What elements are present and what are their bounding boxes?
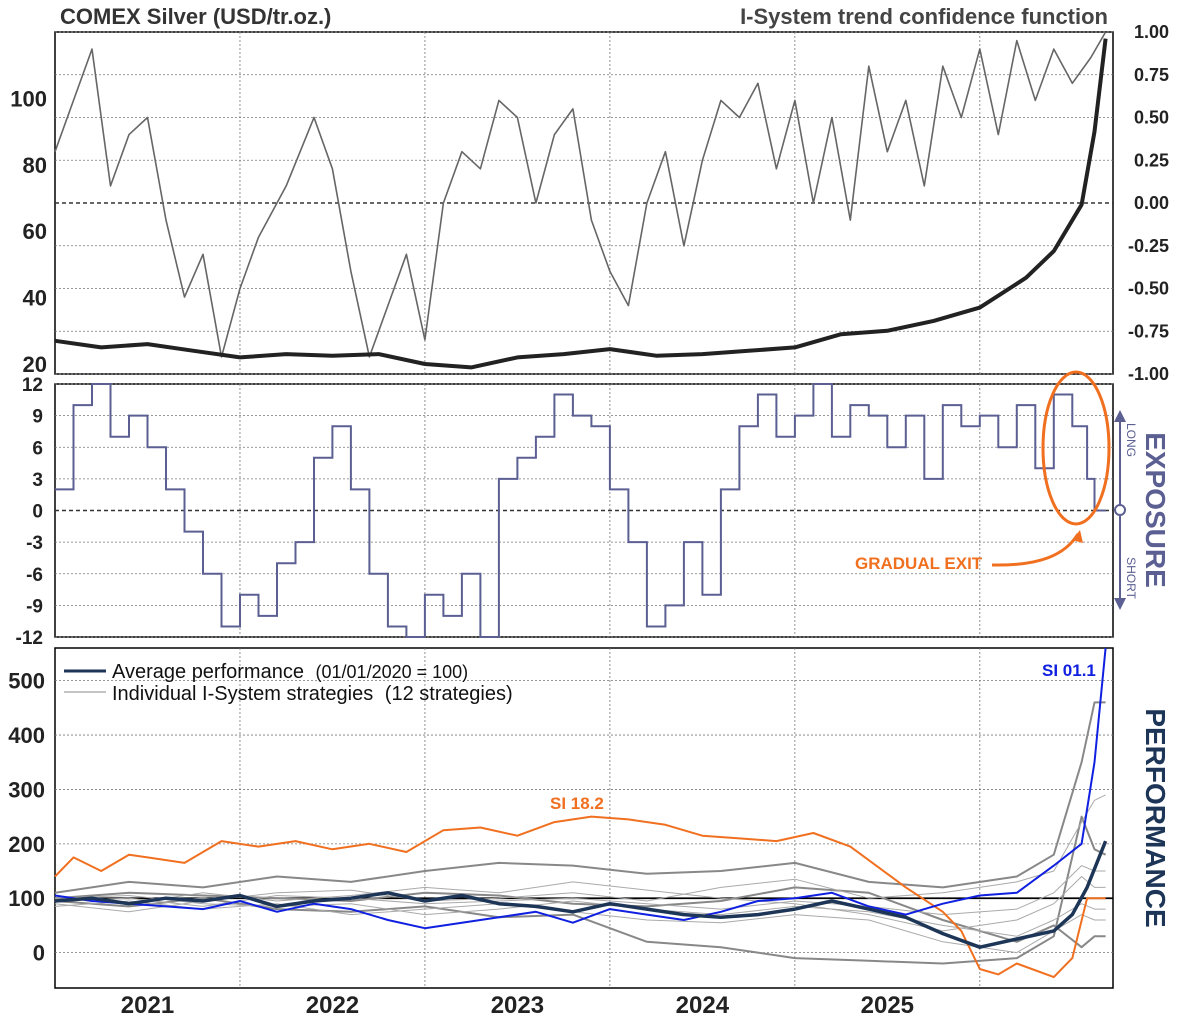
silver-left-axis: 20 40 60 80 100 (10, 86, 47, 377)
series-si-01-1 (54, 647, 1107, 930)
exposure-tick-9: -9 (26, 596, 43, 617)
silver-right-axis: 1.00 0.75 0.50 0.25 0.00 -0.25 -0.50 -0.75 -1.00 (1128, 22, 1169, 384)
performance-tick-0: 0 (33, 941, 45, 966)
performance-tick-300: 300 (8, 777, 45, 802)
series-exposure (55, 383, 1106, 638)
legend-individual-title: Individual I-System strategies (112, 683, 373, 705)
silver-right-tick-0-50: 0.50 (1134, 108, 1169, 128)
silver-right-tick-0-00: 0.00 (1134, 193, 1169, 213)
long-label: LONG (1124, 423, 1138, 457)
exposure-tick-12: -12 (16, 628, 43, 649)
gradual-exit-ellipse (1041, 370, 1111, 526)
silver-left-tick-40: 40 (23, 286, 47, 311)
performance-axis: 500 400 300 200 100 0 (8, 669, 45, 966)
gradual-exit-label: GRADUAL EXIT (855, 554, 983, 573)
si-18-2-label: SI 18.2 (550, 794, 604, 813)
year-tick-2022: 2022 (306, 992, 359, 1019)
silver-left-tick-20: 20 (23, 352, 47, 377)
series-average-performance (54, 840, 1108, 949)
long-arrowhead (1114, 410, 1126, 422)
year-tick-2021: 2021 (121, 992, 174, 1019)
series-individual-strategy-a (54, 701, 1106, 894)
silver-left-tick-60: 60 (23, 219, 47, 244)
exposure-series-group (55, 383, 1106, 638)
performance-tick-400: 400 (8, 723, 45, 748)
si-01-1-label: SI 01.1 (1042, 661, 1096, 680)
year-tick-2025: 2025 (861, 992, 914, 1019)
series-si-18-2 (54, 815, 1106, 979)
silver-right-tick-0-75: -0.75 (1128, 321, 1169, 341)
legend-individual-suffix: (12 strategies) (385, 683, 513, 705)
exposure-tick-3: -3 (26, 533, 43, 554)
exposure-tick-6: 6 (32, 438, 43, 459)
legend-average-title: Average performance (112, 661, 304, 683)
short-arrowhead (1114, 598, 1126, 610)
legend-average-suffix: (01/01/2020 = 100) (316, 662, 469, 682)
trend-confidence-title: I-System trend confidence function (740, 4, 1108, 29)
silver-title: COMEX Silver (USD/tr.oz.) (60, 4, 331, 29)
performance-series-group (54, 647, 1108, 979)
year-tick-2023: 2023 (491, 992, 544, 1019)
legend-average-name: Average performance (01/01/2020 = 100) (112, 661, 468, 683)
silver-grid (55, 31, 1113, 375)
exposure-tick-6: -6 (26, 565, 43, 586)
performance-tick-100: 100 (8, 886, 45, 911)
performance-tick-200: 200 (8, 832, 45, 857)
exposure-axis: 12 9 6 3 0 -3 -6 -9 -12 (16, 375, 43, 649)
silver-series-group (54, 31, 1108, 370)
exposure-tick-9: 9 (32, 407, 43, 428)
silver-left-tick-100: 100 (10, 86, 47, 111)
exposure-tick-3: 3 (32, 470, 43, 491)
short-label: SHORT (1124, 557, 1138, 599)
performance-panel-frame (54, 647, 1114, 989)
zero-exposure-marker (1114, 504, 1126, 516)
exposure-label: EXPOSURE (1140, 432, 1171, 588)
gradual-exit-arrowhead (1072, 530, 1083, 543)
series-individual-strategy-g (54, 895, 1106, 937)
silver-left-tick-80: 80 (23, 153, 47, 178)
silver-right-tick-1-00: -1.00 (1128, 364, 1169, 384)
exposure-tick-12: 12 (22, 375, 43, 396)
silver-right-tick-1-00: 1.00 (1134, 22, 1169, 42)
performance-tick-500: 500 (8, 669, 45, 694)
performance-legend: Average performance (01/01/2020 = 100) I… (64, 661, 513, 705)
exposure-tick-0: 0 (32, 502, 43, 523)
performance-label: PERFORMANCE (1140, 708, 1171, 927)
legend-individual-name: Individual I-System strategies (12 strat… (112, 683, 513, 705)
year-axis: 2021 2022 2023 2024 2025 (121, 992, 914, 1019)
silver-right-tick-0-75: 0.75 (1134, 65, 1169, 85)
series-comex-silver-price (54, 38, 1108, 370)
series-individual-strategy-f (54, 876, 1106, 932)
silver-right-tick-0-25: -0.25 (1128, 236, 1169, 256)
year-tick-2024: 2024 (676, 992, 730, 1019)
silver-right-tick-0-25: 0.25 (1134, 150, 1169, 170)
series-individual-strategy-h (54, 865, 1106, 916)
series-i-system-trend-confidence-function (54, 31, 1107, 358)
silver-right-tick-0-50: -0.50 (1128, 279, 1169, 299)
